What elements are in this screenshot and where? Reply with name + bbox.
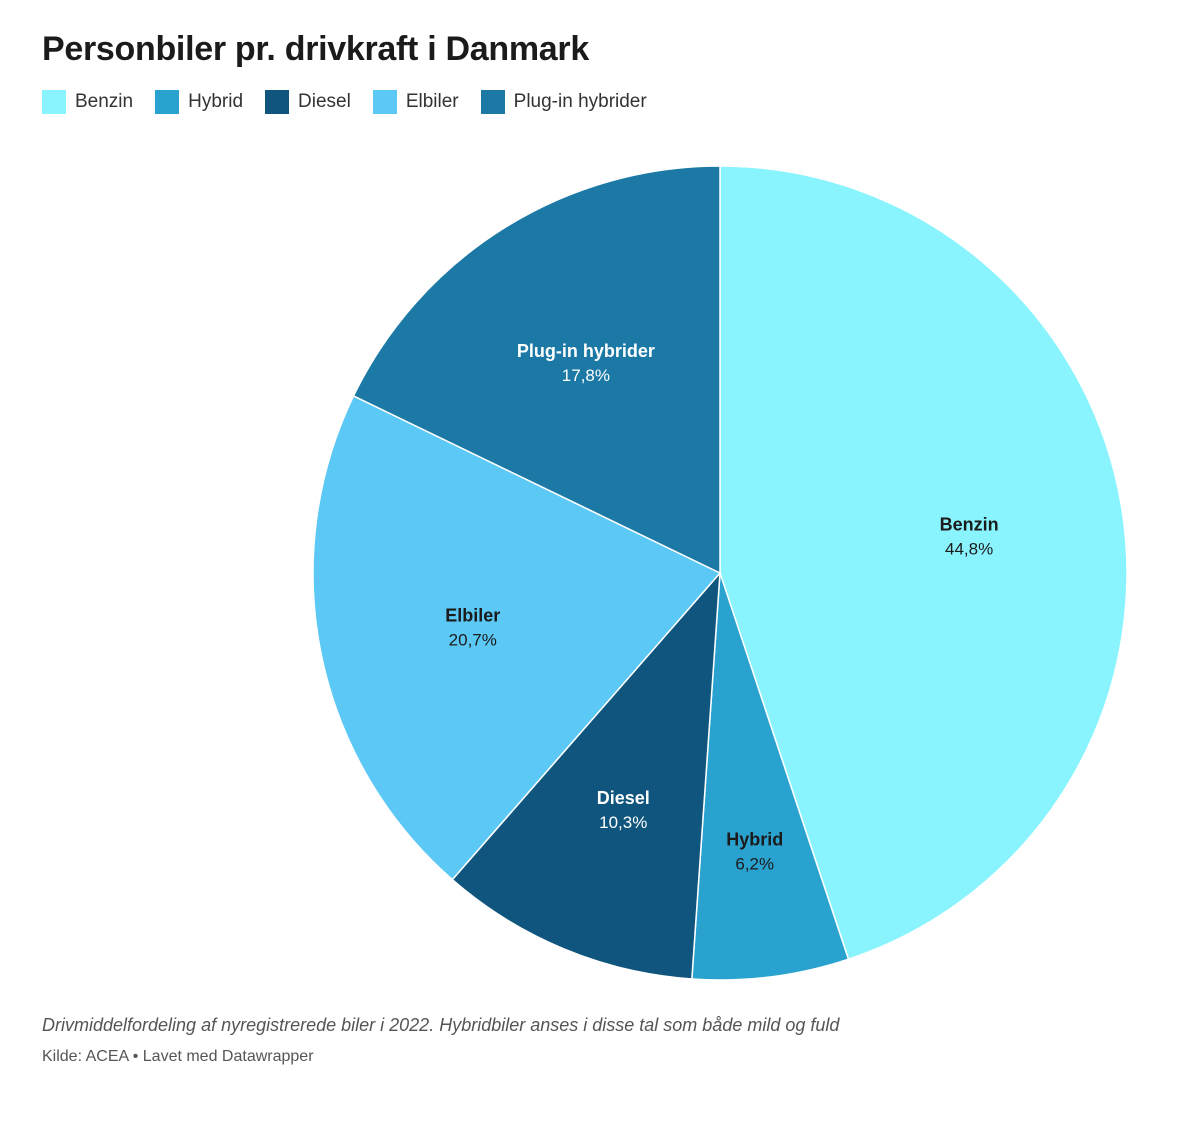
legend-item-benzin: Benzin xyxy=(42,90,133,114)
legend-label-plug-in-hybrider: Plug-in hybrider xyxy=(513,91,647,112)
pie-slice-diesel xyxy=(451,570,721,980)
slice-label-plug-in-hybrider: Plug-in hybrider xyxy=(517,341,655,361)
legend-label-diesel: Diesel xyxy=(298,91,351,112)
slice-value-benzin: 44,8% xyxy=(945,540,993,559)
pie-slice-elbiler xyxy=(312,394,722,881)
slice-value-diesel: 10,3% xyxy=(599,813,647,832)
legend-label-elbiler: Elbiler xyxy=(405,91,459,112)
slice-label-hybrid: Hybrid xyxy=(726,830,783,850)
slice-label-elbiler: Elbiler xyxy=(445,605,500,625)
pie-slice-hybrid xyxy=(691,572,850,981)
chart-footnote: Drivmiddelfordeling af nyregistrerede bi… xyxy=(42,1015,840,1035)
legend-item-elbiler: Elbiler xyxy=(372,90,459,114)
legend-swatch-plug-in-hybrider xyxy=(480,90,505,114)
slice-label-diesel: Diesel xyxy=(597,788,650,808)
legend-swatch-diesel xyxy=(265,90,290,114)
slice-value-plug-in-hybrider: 17,8% xyxy=(562,366,610,385)
legend-item-hybrid: Hybrid xyxy=(155,90,243,114)
pie-chart: Benzin 44,8% Hybrid 6,2% Diesel 10,3% Elbiler 2… xyxy=(312,165,1128,981)
legend-item-plug-in-hybrider: Plug-in hybrider xyxy=(480,90,647,114)
legend-swatch-hybrid xyxy=(155,90,180,114)
chart-legend: Benzin Hybrid Diesel Elbiler Plug-in hyb… xyxy=(42,90,647,114)
slice-label-benzin: Benzin xyxy=(940,515,999,535)
slice-value-hybrid: 6,2% xyxy=(735,855,774,874)
slice-value-elbiler: 20,7% xyxy=(449,630,497,649)
legend-swatch-benzin xyxy=(42,90,66,114)
chart-source: Kilde: ACEA • Lavet med Datawrapper xyxy=(42,1048,314,1065)
pie-slices xyxy=(312,165,1128,981)
pie-slice-benzin xyxy=(719,165,1128,961)
legend-swatch-elbiler xyxy=(372,90,397,114)
legend-label-hybrid: Hybrid xyxy=(188,91,244,112)
pie-labels: Benzin 44,8% Hybrid 6,2% Diesel 10,3% Elbiler 2… xyxy=(445,341,998,873)
legend-item-diesel: Diesel xyxy=(265,90,351,114)
chart-title: Personbiler pr. drivkraft i Danmark xyxy=(42,30,589,68)
legend-label-benzin: Benzin xyxy=(75,91,134,112)
pie-slice-plug-in-hybrider xyxy=(352,165,721,575)
